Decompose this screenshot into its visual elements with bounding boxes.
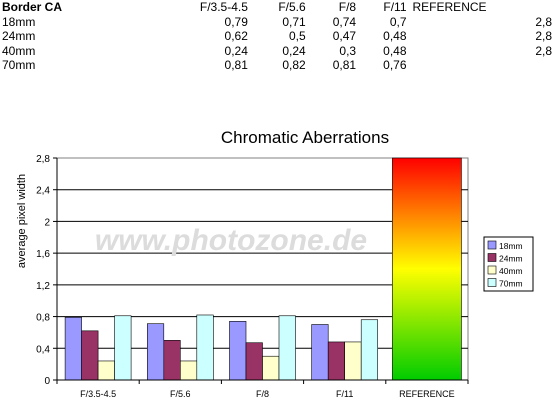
- table-corner-label: Border CA: [2, 0, 63, 14]
- bar-24mm: [81, 330, 99, 381]
- bar-40mm: [180, 360, 198, 381]
- table-cell: 0,76: [383, 58, 407, 72]
- y-tick-label: 0: [44, 376, 50, 387]
- bar-18mm: [311, 324, 329, 381]
- legend-swatch: [487, 265, 497, 275]
- bar-70mm: [278, 315, 296, 381]
- x-tick-label: F/3.5-4.5: [80, 389, 116, 399]
- legend: 18mm 24mm 40mm 70mm: [483, 236, 534, 292]
- bar-24mm: [163, 340, 181, 381]
- bar-70mm: [360, 319, 379, 381]
- table-cell: 0,74: [332, 14, 357, 29]
- axes: 0 0,4 0,8 1,2 1,6 2 2,4 2,8 F/3.5-4.5 F/5.6 F/8 F/1…: [36, 154, 469, 399]
- bar-24mm: [327, 341, 346, 381]
- bar-18mm: [147, 323, 165, 381]
- column-header: F/8: [338, 0, 357, 14]
- table-cell: 0,3: [339, 43, 357, 58]
- table-row: 70mm 0,81 0,82 0,81 0,76: [0, 58, 556, 73]
- x-tick-label: F/5.6: [170, 389, 191, 399]
- table-row: 18mm 0,79 0,71 0,74 0,7 2,8: [0, 15, 556, 30]
- table-cell: 0,47: [332, 29, 357, 43]
- bar-70mm: [196, 314, 214, 381]
- table-cell: 0,48: [383, 43, 407, 58]
- row-label: 24mm: [2, 29, 36, 43]
- table-cell: 0,24: [282, 43, 306, 58]
- column-header: F/3.5-4.5: [199, 0, 248, 14]
- table-row: 24mm 0,62 0,5 0,47 0,48 2,8: [0, 29, 556, 44]
- bar-70mm: [114, 315, 132, 381]
- bar-40mm: [262, 355, 280, 381]
- column-header: F/5.6: [278, 0, 306, 14]
- bar-40mm: [344, 341, 362, 381]
- table-cell: 0,71: [282, 14, 306, 29]
- table-cell: 0,24: [224, 43, 248, 58]
- legend-label: 70mm: [499, 279, 523, 289]
- y-tick-label: 2,4: [36, 186, 50, 197]
- table-cell: 2,8: [535, 43, 552, 58]
- reference-bar: [392, 157, 462, 381]
- column-header: REFERENCE: [412, 0, 487, 14]
- y-tick-label: 2,8: [36, 154, 50, 165]
- bar-40mm: [97, 360, 115, 381]
- table-header-row: Border CA F/3.5-4.5 F/5.6 F/8 F/11 REFER…: [0, 0, 556, 15]
- table-cell: 0,5: [288, 29, 306, 43]
- table-cell: 0,81: [224, 58, 248, 72]
- table-cell: 0,48: [383, 29, 407, 43]
- legend-label: 24mm: [499, 254, 523, 264]
- column-header: F/11: [383, 0, 407, 14]
- bar-18mm: [229, 321, 247, 381]
- table-cell: 0,79: [224, 14, 248, 29]
- table-cell: 0,82: [282, 58, 306, 72]
- legend-swatch: [487, 240, 497, 250]
- table-cell: 2,8: [535, 14, 552, 29]
- bar-24mm: [245, 342, 263, 381]
- y-tick-label: 1,6: [36, 249, 50, 260]
- legend-label: 18mm: [499, 241, 523, 251]
- y-tick-label: 0,4: [36, 344, 50, 355]
- legend-label: 40mm: [499, 266, 523, 276]
- watermark: www.photozone.de: [95, 224, 367, 257]
- bars: [64, 157, 462, 381]
- row-label: 18mm: [2, 14, 36, 29]
- x-tick-label: F/8: [256, 389, 269, 399]
- row-label: 40mm: [2, 43, 36, 58]
- bar-18mm: [64, 317, 82, 381]
- y-axis-label: average pixel width: [16, 174, 28, 268]
- table-row: 40mm 0,24 0,24 0,3 0,48 2,8: [0, 44, 556, 59]
- y-tick-label: 1,2: [36, 281, 50, 292]
- chart-title: Chromatic Aberrations: [221, 128, 389, 147]
- y-tick-label: 2: [44, 217, 50, 228]
- y-tick-label: 0,8: [36, 313, 50, 324]
- legend-swatch: [487, 278, 497, 287]
- x-tick-label: F/11: [336, 389, 353, 399]
- data-table: Border CA F/3.5-4.5 F/5.6 F/8 F/11 REFER…: [0, 0, 556, 73]
- row-label: 70mm: [2, 58, 36, 72]
- legend-swatch: [487, 253, 497, 262]
- table-cell: 0,7: [389, 14, 407, 29]
- table-cell: 2,8: [535, 29, 552, 43]
- x-tick-label: REFERENCE: [399, 389, 455, 399]
- table-cell: 0,62: [224, 29, 248, 43]
- table-cell: 0,81: [332, 58, 357, 72]
